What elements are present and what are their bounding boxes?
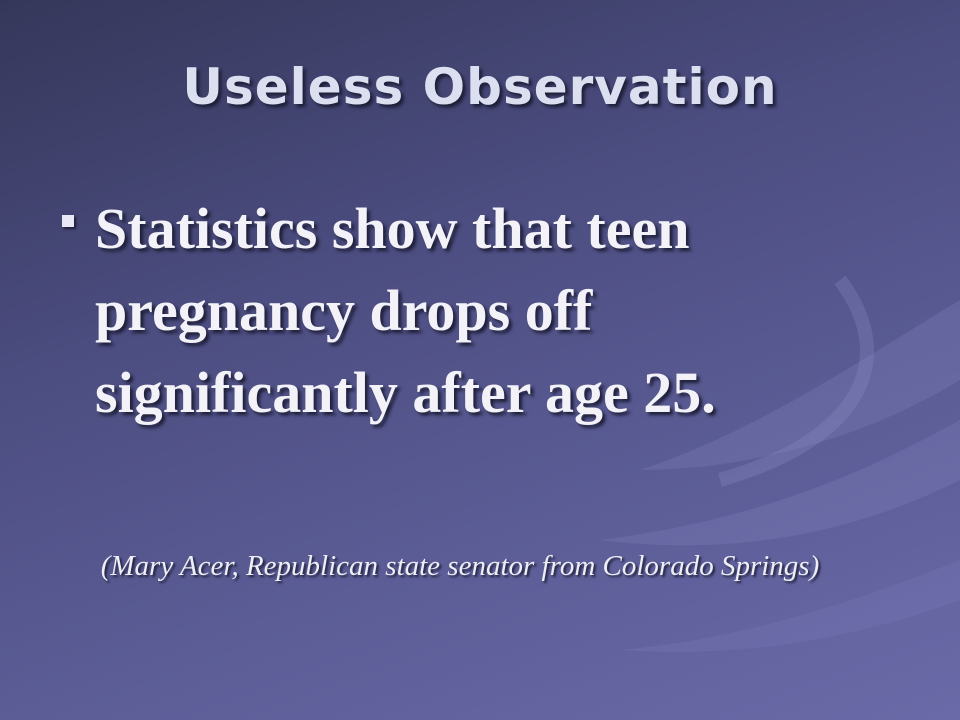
bullet-marker (62, 215, 74, 227)
attribution: (Mary Acer, Republican state senator fro… (100, 550, 820, 582)
slide-title: Useless Observation (182, 58, 778, 116)
bullet-text: Statistics show that teen pregnancy drop… (95, 196, 716, 425)
